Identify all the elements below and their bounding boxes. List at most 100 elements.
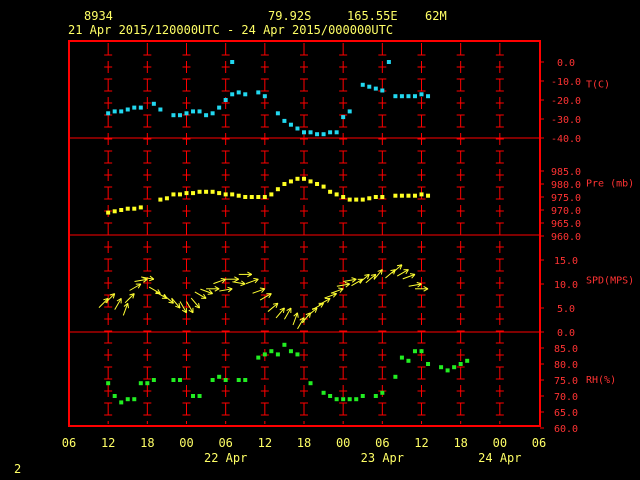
wind-arrow-head (345, 283, 351, 288)
wind-arrow-head (286, 307, 292, 312)
wind-arrow-head (227, 288, 233, 293)
wind-arrow-head (127, 303, 129, 309)
x-tick-label: 06 (62, 436, 76, 450)
wind-arrow-head (171, 298, 174, 304)
wind-arrow (134, 278, 148, 282)
wind-arrow-head (254, 278, 259, 284)
temperature-point (341, 115, 346, 120)
wind-arrow-head (296, 312, 299, 318)
rh-point (223, 378, 228, 382)
temperature-point (132, 105, 137, 110)
temperature-point (138, 105, 143, 110)
pressure-point (204, 189, 209, 194)
temperature-point (106, 111, 111, 116)
wind-arrow-head (282, 307, 285, 314)
wind-arrow-head (377, 269, 383, 272)
rh-point (399, 355, 404, 360)
rh-point (393, 374, 398, 379)
wind-arrow (140, 276, 154, 280)
y-tick-label: 975.0 (551, 193, 581, 204)
wind-arrow-head (409, 273, 416, 275)
temperature-point (419, 92, 424, 97)
temperature-point (177, 113, 182, 118)
wind-arrow-head (112, 293, 116, 299)
wind-arrow-head (188, 309, 194, 314)
pressure-point (275, 187, 280, 192)
rh-point (406, 358, 411, 363)
wind-arrow-head (416, 281, 422, 285)
temperature-point (321, 132, 326, 137)
x-tick-label: 12 (101, 436, 115, 450)
wind-arrow-head (370, 273, 376, 276)
wind-arrow-head (221, 278, 227, 284)
x-tick-label: 06 (532, 436, 546, 450)
temperature-point (328, 130, 333, 135)
y-tick-label: -20.0 (551, 96, 581, 107)
rh-point (138, 381, 143, 386)
rh-point (191, 394, 196, 398)
temperature-point (393, 94, 398, 99)
panel-label: T(C) (586, 80, 610, 91)
wind-arrow (114, 298, 122, 310)
wind-arrow-head (194, 305, 200, 309)
wind-arrow (122, 303, 129, 316)
y-tick-label: 75.0 (554, 376, 578, 387)
wind-arrow-head (373, 274, 377, 280)
y-tick-label: -10.0 (551, 77, 581, 88)
wind-arrow (124, 293, 135, 304)
rh-point (445, 368, 450, 373)
pressure-point (380, 195, 385, 199)
wind-arrow (259, 293, 272, 301)
temperature-point (197, 109, 202, 114)
temperature-point (171, 113, 176, 118)
y-tick-label: 60.0 (554, 424, 578, 435)
pressure-point (308, 179, 313, 184)
header-lat: 79.92S (268, 9, 312, 23)
panel-label: SPD(MPS) (586, 276, 634, 287)
wind-arrow-head (157, 289, 161, 294)
y-tick-label: 980.0 (551, 180, 581, 191)
pressure-point (406, 193, 411, 198)
rh-point (236, 378, 241, 382)
y-tick-label: 10.0 (554, 280, 578, 291)
temperature-point (315, 132, 320, 137)
header-station: 8934 (84, 9, 113, 23)
pressure-point (243, 195, 248, 199)
rh-point (119, 400, 124, 405)
wind-arrow-head (344, 281, 350, 285)
wind-arrow-head (129, 293, 135, 296)
rh-point (282, 342, 287, 347)
temperature-point (302, 130, 306, 135)
wind-arrow-head (314, 307, 318, 313)
temperature-point (308, 130, 313, 135)
pressure-point (399, 193, 404, 198)
wind-arrow-head (411, 274, 416, 279)
temperature-point (230, 60, 235, 64)
footer-page-number: 2 (14, 462, 22, 476)
wind-arrow (129, 283, 142, 291)
temperature-point (412, 94, 417, 99)
wind-arrow-head (198, 302, 201, 309)
rh-point (275, 352, 280, 357)
pressure-point (315, 182, 320, 186)
y-tick-label: 85.0 (554, 344, 578, 355)
wind-arrow-head (109, 293, 115, 296)
wind-arrow (219, 288, 233, 292)
wind-arrow (365, 274, 377, 284)
pressure-point (171, 192, 176, 197)
wind-arrow-head (143, 278, 148, 283)
rh-point (243, 378, 248, 382)
pressure-point (262, 195, 267, 199)
rh-point (347, 397, 352, 402)
wind-arrow-head (116, 297, 122, 302)
wind-arrow-head (227, 286, 233, 290)
x-day-label: 23 Apr (361, 451, 404, 465)
wind-arrow (163, 294, 174, 304)
temperature-point (380, 88, 385, 93)
chart-frame (68, 40, 541, 427)
pressure-point (347, 197, 352, 202)
wind-arrow (330, 288, 344, 294)
rh-point (426, 362, 431, 366)
header-elev: 62M (425, 9, 447, 23)
